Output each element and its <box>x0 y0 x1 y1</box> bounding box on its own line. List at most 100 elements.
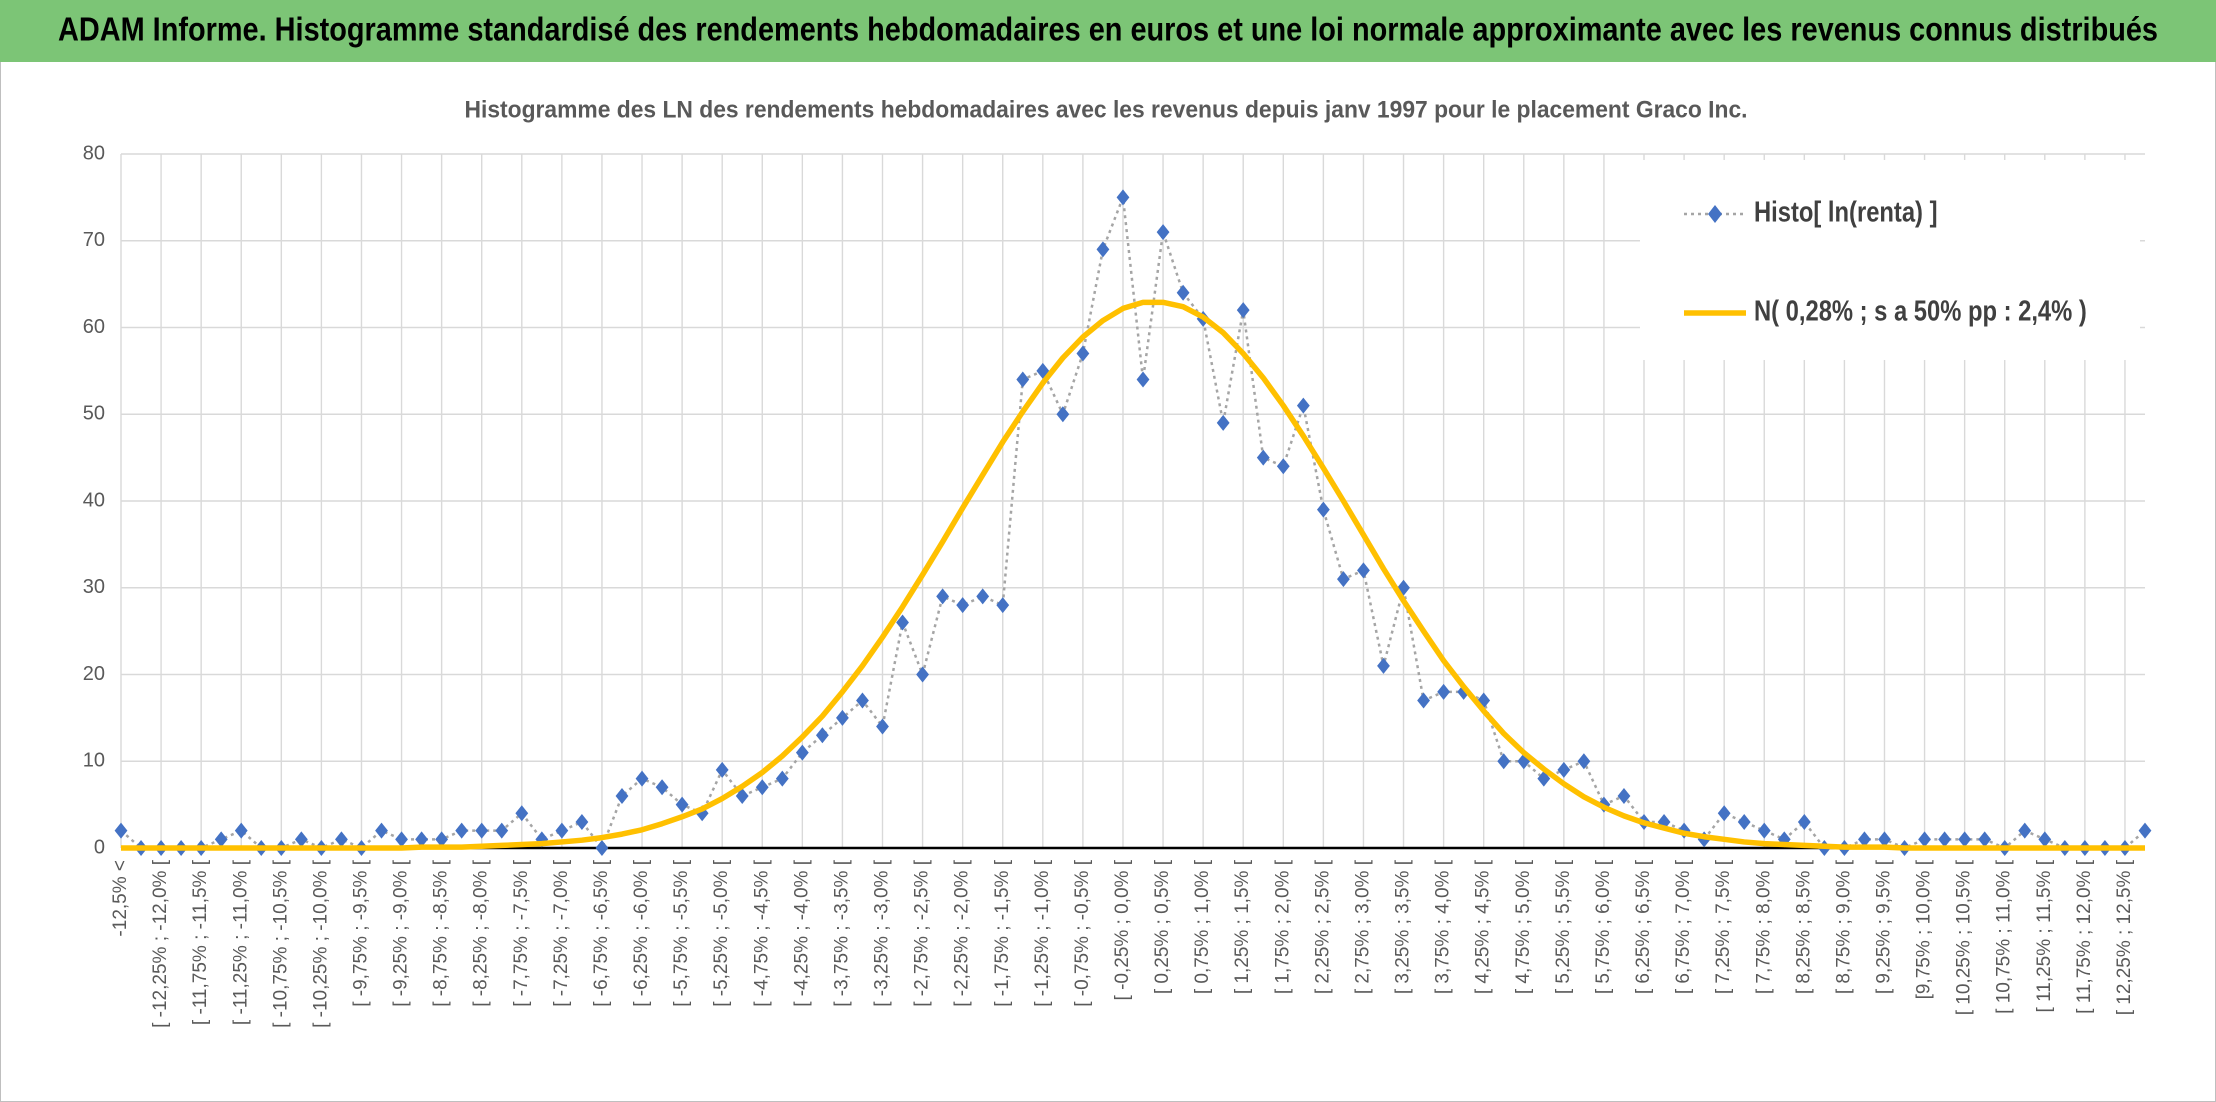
x-tick-label: [ -11,25% ; -11,0% [ <box>230 859 251 1025</box>
data-point <box>1557 761 1571 778</box>
data-point <box>896 614 909 631</box>
data-point <box>615 787 629 804</box>
series-line <box>121 299 2145 851</box>
data-point <box>795 744 809 761</box>
data-point <box>214 831 228 848</box>
y-tick-label: 30 <box>83 576 105 598</box>
x-tick-label: [ -7,25% ; -7,0% [ <box>551 859 572 1007</box>
data-point <box>2018 822 2032 839</box>
x-tick-label: [ -9,75% ; -9,5% [ <box>350 859 371 1007</box>
x-tick-label: [ 5,25% ; 5,5% [ <box>1553 859 1574 994</box>
x-tick-label: [ -4,75% ; -4,5% [ <box>751 859 772 1007</box>
data-point <box>575 813 589 830</box>
data-point <box>1537 770 1551 787</box>
data-point <box>1096 241 1110 258</box>
data-point <box>916 666 929 683</box>
data-point <box>635 770 649 787</box>
data-point <box>1016 371 1030 388</box>
data-point <box>1357 562 1370 579</box>
data-point <box>234 822 248 839</box>
y-tick-label: 60 <box>83 316 105 338</box>
data-point <box>675 796 689 813</box>
x-tick-label: [ -8,25% ; -8,0% [ <box>471 859 492 1007</box>
data-point <box>114 822 128 839</box>
data-point <box>1958 831 1972 848</box>
x-tick-label: [ -1,75% ; -1,5% [ <box>992 859 1013 1007</box>
chart-title: Histogramme des LN des rendements hebdom… <box>465 96 1748 123</box>
data-point <box>375 822 388 839</box>
data-point <box>1276 458 1290 475</box>
x-tick-label: [9,75% ; 10,0% [ <box>1914 859 1935 999</box>
data-point <box>1737 813 1751 830</box>
x-tick-label: [ 10,75% ; 11,0% [ <box>1994 859 2015 1014</box>
x-tick-label: [ 11,75% ; 12,0% [ <box>2074 859 2095 1014</box>
data-point <box>1296 397 1310 414</box>
data-point <box>876 718 889 735</box>
x-tick-label: [ 4,25% ; 4,5% [ <box>1473 859 1494 994</box>
x-tick-label: [ 12,25% ; 12,5% [ <box>2114 859 2135 1015</box>
x-tick-label: [ -6,25% ; -6,0% [ <box>631 859 652 1007</box>
x-tick-label: [ -2,75% ; -2,5% [ <box>912 859 933 1007</box>
legend-label: Histo[ ln(renta) ] <box>1754 195 1937 228</box>
x-tick-label: [ -8,75% ; -8,5% [ <box>431 859 452 1007</box>
x-tick-label: [ 5,75% ; 6,0% [ <box>1593 859 1614 994</box>
data-point <box>1918 831 1931 848</box>
data-point <box>976 588 990 605</box>
data-point <box>455 822 469 839</box>
data-point <box>1457 683 1471 700</box>
data-point <box>1797 813 1811 830</box>
data-point <box>1056 406 1070 423</box>
data-point <box>395 831 408 848</box>
data-point <box>435 831 449 848</box>
y-tick-label: 0 <box>94 836 105 858</box>
x-tick-label: [ -6,75% ; -6,5% [ <box>591 859 612 1007</box>
x-tick-label: [ -3,75% ; -3,5% [ <box>831 859 852 1007</box>
data-point <box>956 597 970 614</box>
page-title: ADAM Informe. Histogramme standardisé de… <box>58 11 2158 48</box>
x-tick-label: [ -11,75% ; -11,5% [ <box>190 859 211 1025</box>
x-tick-label: [ 11,25% ; 11,5% [ <box>2034 859 2055 1012</box>
data-point <box>1577 753 1591 770</box>
x-tick-label: [ 1,25% ; 1,5% [ <box>1232 859 1253 994</box>
x-tick-label: -12,5% < <box>110 860 131 937</box>
x-tick-label: [ 9,25% ; 9,5% [ <box>1874 859 1895 994</box>
x-tick-label: [ 2,75% ; 3,0% [ <box>1352 859 1373 994</box>
data-point <box>1497 753 1511 770</box>
y-tick-label: 50 <box>83 403 105 425</box>
x-tick-label: [ -5,25% ; -5,0% [ <box>711 859 732 1007</box>
data-point <box>856 692 869 709</box>
x-tick-label: [ -0,25% ; 0,0% [ <box>1112 859 1133 1000</box>
x-tick-label: [ -12,25% ; -12,0% [ <box>150 859 171 1028</box>
data-point <box>1256 449 1270 466</box>
data-point <box>1417 692 1430 709</box>
data-point <box>775 770 789 787</box>
y-tick-label: 40 <box>83 489 105 511</box>
data-point <box>836 709 849 726</box>
data-point <box>1477 692 1491 709</box>
x-tick-label: [ -7,75% ; -7,5% [ <box>511 859 532 1007</box>
data-point <box>655 779 669 796</box>
y-tick-label: 70 <box>83 229 105 251</box>
header-bar <box>0 0 2216 62</box>
legend-box <box>1640 160 2140 360</box>
data-point <box>1216 414 1230 431</box>
data-point <box>1377 657 1390 674</box>
data-point <box>1617 787 1631 804</box>
data-point <box>2138 822 2152 839</box>
x-tick-label: [ -10,25% ; -10,0% [ <box>310 859 331 1028</box>
data-point <box>996 597 1010 614</box>
data-point <box>1717 805 1731 822</box>
x-tick-label: [ 6,25% ; 6,5% [ <box>1633 859 1654 994</box>
x-tick-label: [ 10,25% ; 10,5% [ <box>1954 859 1975 1015</box>
x-tick-label: [ 1,75% ; 2,0% [ <box>1272 859 1293 994</box>
x-tick-label: [ -1,25% ; -1,0% [ <box>1032 859 1053 1007</box>
data-point <box>735 787 749 804</box>
legend: Histo[ ln(renta) ] N( 0,28% ; s a 50% pp … <box>1640 160 2140 360</box>
data-point <box>1176 284 1190 301</box>
x-tick-label: [ 2,25% ; 2,5% [ <box>1312 859 1333 994</box>
data-point <box>515 805 529 822</box>
x-tick-label: [ -10,75% ; -10,5% [ <box>270 859 291 1028</box>
x-tick-label: [ -4,25% ; -4,0% [ <box>791 859 812 1007</box>
grid: -12,5% < [ -12,25% ; -12,0% [ [ -11,75% ; … <box>83 142 2145 1028</box>
